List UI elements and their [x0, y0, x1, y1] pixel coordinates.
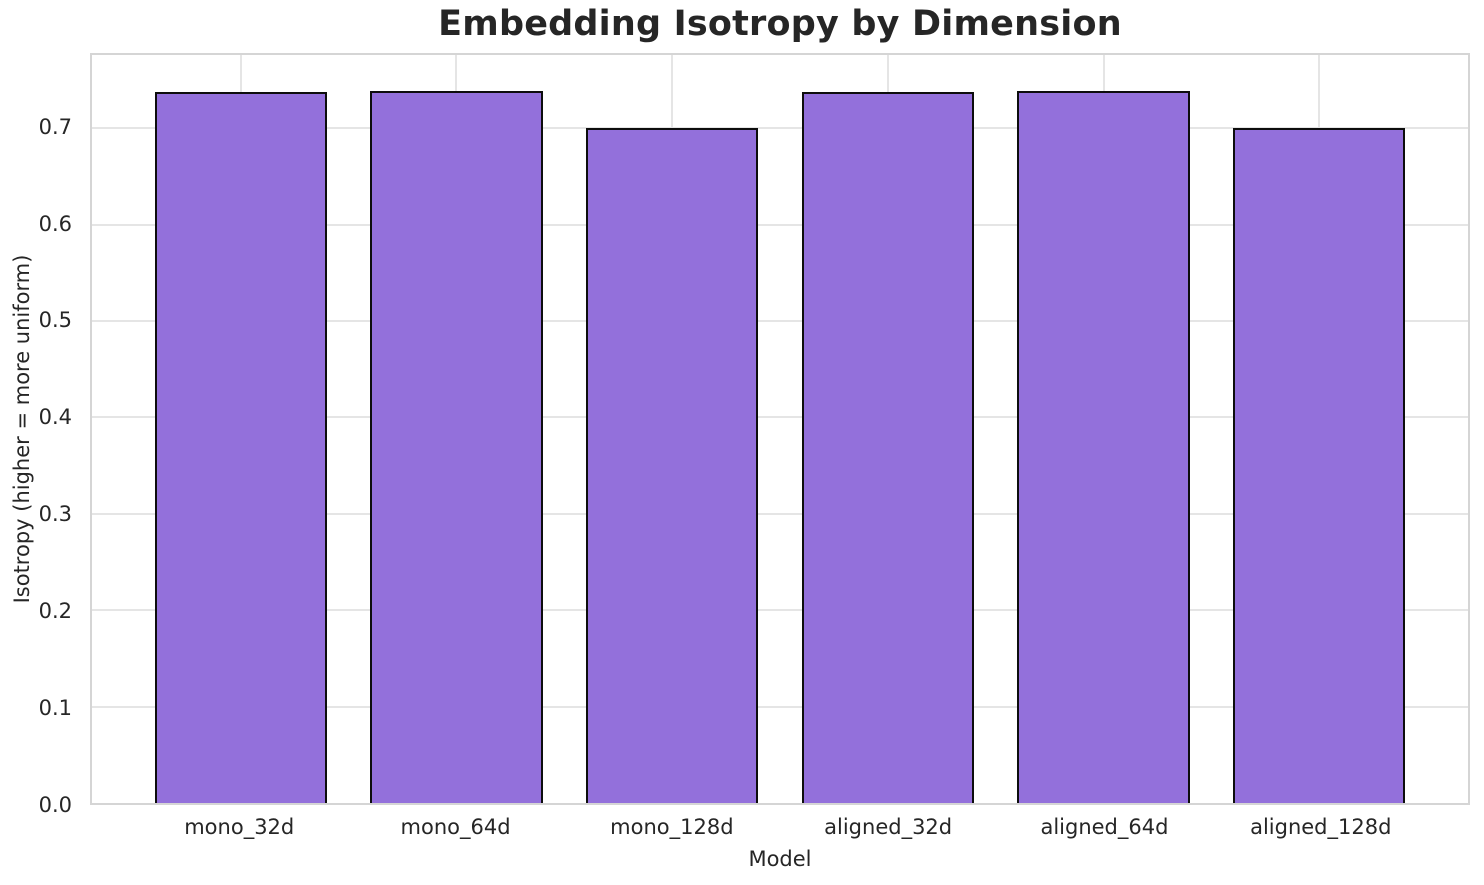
y-tick-label: 0.5 — [38, 308, 72, 333]
y-tick-label: 0.7 — [38, 114, 72, 139]
y-tick-label: 0.3 — [38, 502, 72, 527]
h-gridline — [92, 512, 1468, 515]
bar-aligned_32d — [801, 91, 975, 803]
h-gridline — [92, 223, 1468, 226]
x-tick-label: mono_64d — [400, 815, 511, 839]
bar-aligned_64d — [1017, 90, 1190, 803]
x-axis-tick-labels: mono_32d mono_64d mono_128d aligned_32d alig… — [90, 811, 1470, 843]
y-tick-label: 0.4 — [38, 405, 72, 430]
x-tick-label: aligned_32d — [824, 815, 953, 839]
y-axis-tick-labels: 0.0 0.1 0.2 0.3 0.4 0.5 0.6 0.7 — [0, 53, 78, 817]
y-tick-label: 0.2 — [38, 599, 72, 624]
y-tick-label: 0.0 — [38, 793, 72, 817]
bar-aligned_128d — [1232, 128, 1406, 803]
h-gridline — [92, 705, 1468, 708]
chart-title: Embedding Isotropy by Dimension — [438, 4, 1122, 44]
x-tick-label: mono_128d — [610, 815, 734, 839]
bar-mono_64d — [370, 90, 543, 803]
h-gridline — [92, 416, 1468, 419]
plot-area — [90, 53, 1470, 805]
x-tick-label: mono_32d — [184, 815, 295, 839]
bar-mono_128d — [585, 128, 759, 803]
x-tick-label: aligned_64d — [1040, 815, 1169, 839]
y-tick-label: 0.1 — [38, 696, 72, 721]
h-gridline — [92, 609, 1468, 612]
h-gridline — [92, 127, 1468, 130]
h-gridline — [92, 320, 1468, 323]
y-tick-label: 0.6 — [38, 211, 72, 236]
bar-mono_32d — [154, 91, 328, 803]
x-axis-label: Model — [748, 847, 812, 871]
x-tick-label: aligned_128d — [1250, 815, 1392, 839]
